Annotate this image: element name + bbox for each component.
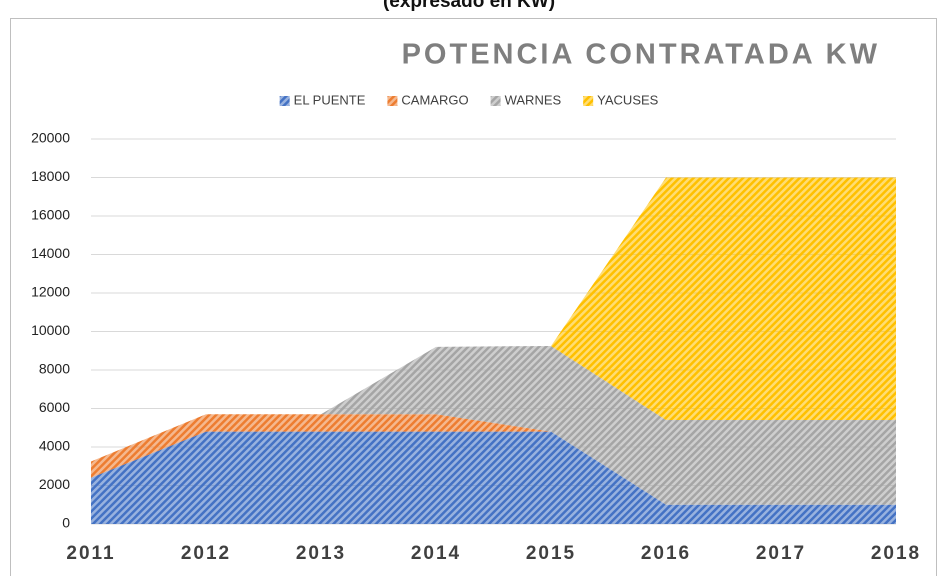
x-tick-label: 2018	[871, 543, 921, 564]
area	[91, 431, 896, 524]
x-tick-label: 2013	[296, 543, 346, 564]
legend-swatch	[490, 96, 501, 106]
chart-title: POTENCIA CONTRATADA KW	[402, 39, 880, 71]
y-tick-label: 2000	[39, 476, 70, 492]
x-tick-label: 2011	[66, 543, 115, 564]
y-tick-label: 6000	[39, 399, 70, 415]
y-tick-label: 18000	[31, 168, 70, 184]
x-tick-label: 2012	[181, 543, 231, 564]
legend-label: EL PUENTE	[294, 92, 366, 107]
legend-label: YACUSES	[597, 92, 658, 107]
y-tick-label: 20000	[31, 130, 70, 146]
area	[91, 345, 896, 505]
y-tick-label: 0	[62, 515, 70, 531]
legend-item: CAMARGO	[387, 92, 469, 107]
x-tick-label: 2017	[756, 543, 806, 564]
y-tick-label: 16000	[31, 207, 70, 223]
area	[91, 177, 896, 462]
legend-label: WARNES	[505, 92, 562, 107]
chart-subtitle: (expresado en KW)	[383, 0, 555, 12]
y-tick-label: 14000	[31, 245, 70, 261]
x-tick-label: 2016	[641, 543, 691, 564]
legend-item: EL PUENTE	[279, 92, 366, 107]
y-tick-label: 10000	[31, 322, 70, 338]
legend-swatch	[279, 96, 290, 106]
y-tick-label: 12000	[31, 284, 70, 300]
legend-swatch	[583, 96, 594, 106]
legend-item: WARNES	[490, 92, 562, 107]
x-tick-label: 2015	[526, 543, 576, 564]
legend-swatch	[387, 96, 398, 106]
y-tick-label: 4000	[39, 438, 70, 454]
x-tick-label: 2014	[411, 543, 461, 564]
legend-label: CAMARGO	[401, 92, 468, 107]
y-tick-label: 8000	[39, 361, 70, 377]
legend-item: YACUSES	[583, 92, 659, 107]
